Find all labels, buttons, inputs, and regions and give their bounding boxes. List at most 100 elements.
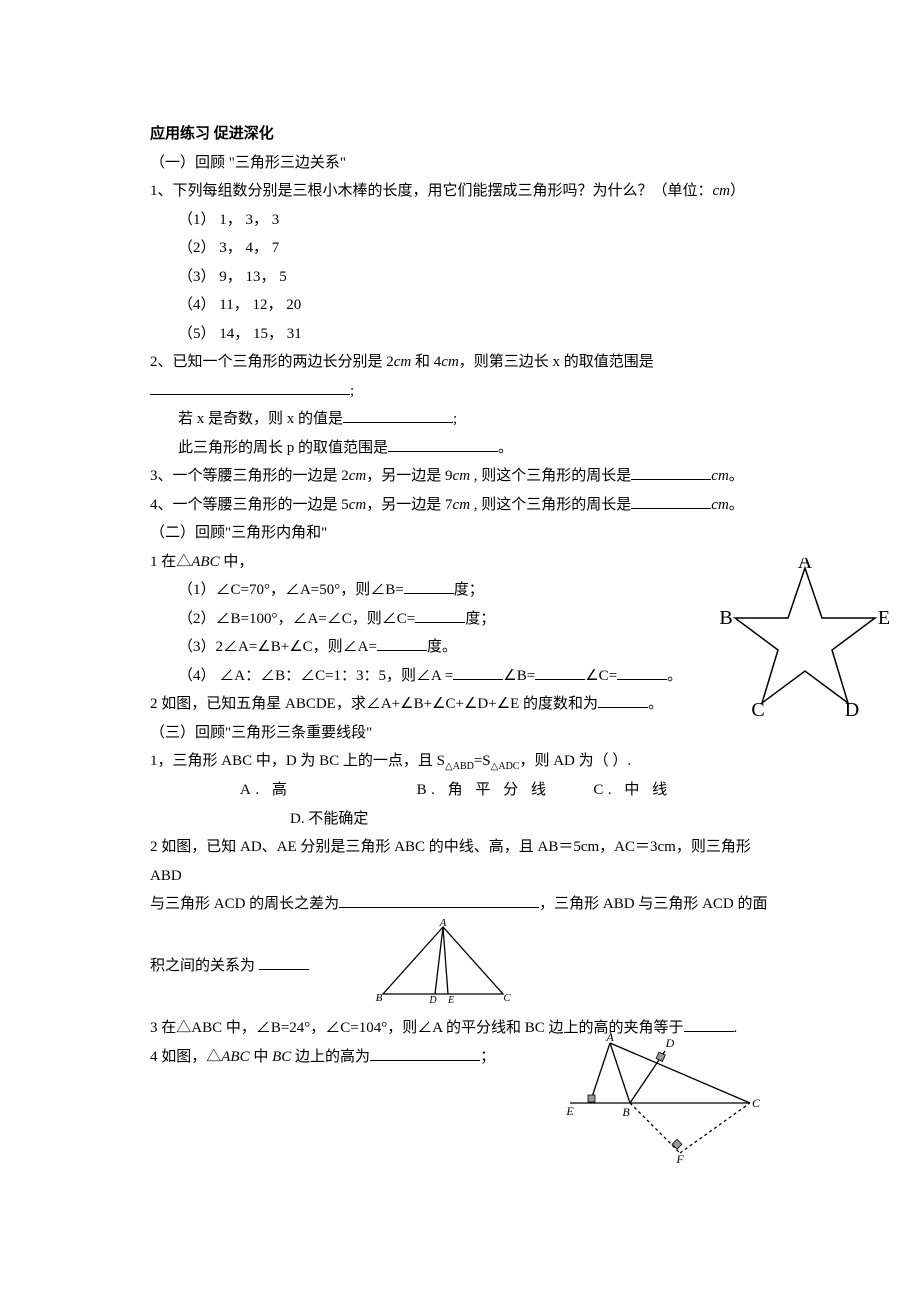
section-3-heading: （三）回顾"三角形三条重要线段" [150,719,770,748]
q1-item-2: （2） 3， 4， 7 [150,234,770,263]
s3q2d: 积之间的关系为 [150,958,259,974]
section-1-heading: （一）回顾 "三角形三边关系" [150,149,770,178]
tri1-e: E [446,995,453,1004]
q2-l1b: 和 4 [411,354,441,370]
q3cm2: cm [453,468,471,484]
s3q1-sub2: △ADC [491,761,520,772]
s2i2-blank [415,607,465,623]
q2-blank2 [343,407,453,423]
s2i4-b1 [453,664,503,680]
s3q4-blank [370,1045,480,1061]
q4-blank [631,493,711,509]
q1-item-4: （4） 11， 12， 20 [150,291,770,320]
s2i1a: （1）∠C=70°，∠A=50°，则∠B= [178,582,404,598]
q2-cm2: cm [441,354,459,370]
q2-line1: 2、已知一个三角形的两边长分别是 2cm 和 4cm，则第三边长 x 的取值范围… [150,348,770,405]
page-header: 应用练习 促进深化 [150,120,770,149]
q3end: 。 [729,468,744,484]
s3q2b: 与三角形 ACD 的周长之差为 [150,896,339,912]
q3b: ，另一边是 9 [366,468,452,484]
s2i4b: ∠B= [503,668,535,684]
s3q1b: =S [474,753,491,769]
s3q1c: ，则 AD 为（ ）. [519,753,631,769]
q2-l1end: ; [350,383,354,399]
q1-end: ） [730,183,745,199]
s2i1-blank [404,578,454,594]
star-label-e: E [878,607,890,629]
s2i4d: 。 [667,668,682,684]
s2i4-b2 [535,664,585,680]
q4a: 4、一个等腰三角形的一边是 5 [150,497,349,513]
option-b: B. 角 平 分 线 [417,776,594,805]
q3: 3、一个等腰三角形的一边是 2cm，另一边是 9cm , 则这个三角形的周长是c… [150,462,770,491]
q2-cm1: cm [394,354,412,370]
triangle-1-figure: A B C D E [373,919,513,1015]
s2i4-b3 [617,664,667,680]
s2-q1-i4: （4） ∠A：∠B：∠C=1：3：5，则∠A = ∠B= ∠C= 。 [150,662,770,691]
q4b: ，另一边是 7 [366,497,452,513]
tri1-a: A [438,919,446,929]
s3q3b: . [734,1020,738,1036]
s3q3-blank [684,1016,734,1032]
s3-q2-line3: 积之间的关系为 A B C D E [150,919,770,1015]
q2-l2end: ; [453,411,457,427]
q4unit: cm [711,497,729,513]
s3q4b: ； [480,1049,495,1065]
s2i2b: 度； [465,611,495,627]
s2-q1-intro-a: 1 在△ [150,554,191,570]
q2-blank1 [150,379,350,395]
s3-q2-line2: 与三角形 ACD 的周长之差为 ，三角形 ABD 与三角形 ACD 的面 [150,890,770,919]
s2i3a: （3）2∠A=∠B+∠C，则∠A= [178,639,377,655]
q2-line2: 若 x 是奇数，则 x 的值是; [150,405,770,434]
s3q1a: 1，三角形 ABC 中，D 为 BC 上的一点，且 S [150,753,445,769]
q4cm1: cm [349,497,367,513]
q2-l3end: 。 [498,440,513,456]
q3-blank [631,464,711,480]
tri1-b: B [375,992,382,1004]
q1-item-1: （1） 1， 3， 3 [150,206,770,235]
q3a: 3、一个等腰三角形的一边是 2 [150,468,349,484]
s3q3a: 3 在△ABC 中，∠B=24°，∠C=104°，则∠A 的平分线和 BC 边上… [150,1020,684,1036]
s2q2-blank [598,692,648,708]
star-label-a: A [798,558,813,573]
tri2-c: C [752,1096,760,1110]
s2-q1-i2: （2）∠B=100°，∠A=∠C，则∠C=度； [150,605,770,634]
s2i1b: 度； [454,582,484,598]
q2-l1c: ，则第三边长 x 的取值范围是 [459,354,654,370]
star-label-d: D [845,699,859,721]
section-2-heading: （二）回顾"三角形内角和" [150,519,770,548]
star-figure: A B E C D [720,558,890,739]
q2-l2a: 若 x 是奇数，则 x 的值是 [178,411,343,427]
q4end: 。 [729,497,744,513]
s2-q1-i3: （3）2∠A=∠B+∠C，则∠A= 度。 [150,633,770,662]
s3-q3: 3 在△ABC 中，∠B=24°，∠C=104°，则∠A 的平分线和 BC 边上… [150,1014,770,1043]
s2-q1-i1: （1）∠C=70°，∠A=50°，则∠B= 度； [150,576,770,605]
option-a: A. 高 [240,776,417,805]
tri1-c: C [503,992,511,1004]
s2q2a: 2 如图，已知五角星 ABCDE，求∠A+∠B+∠C+∠D+∠E 的度数和为 [150,696,598,712]
s2i4c: ∠C= [585,668,617,684]
s2i4a: （4） ∠A：∠B：∠C=1：3：5，则∠A = [178,668,453,684]
s2-q1-intro: 1 在△ABC 中， [150,548,770,577]
s2i3-blank [377,635,427,651]
option-c: C. 中 线 [593,776,770,805]
q4: 4、一个等腰三角形的一边是 5cm，另一边是 7cm , 则这个三角形的周长是c… [150,491,770,520]
q3c: , 则这个三角形的周长是 [470,468,631,484]
q2-line3: 此三角形的周长 p 的取值范围是。 [150,434,770,463]
s3-q4: 4 如图，△ABC 中 BC 边上的高为； A D E B C F [150,1043,770,1072]
q4cm2: cm [453,497,471,513]
q2-l1a: 2、已知一个三角形的两边长分别是 2 [150,354,394,370]
q1-item-3: （3） 9， 13， 5 [150,263,770,292]
s3q4a: 4 如图，△ABC 中 BC 边上的高为 [150,1049,370,1065]
q2-blank3 [388,436,498,452]
q1-stem: 1、下列每组数分别是三根小木棒的长度，用它们能摆成三角形吗？为什么？（单位：cm… [150,177,770,206]
s3-q1: 1，三角形 ABC 中，D 为 BC 上的一点，且 S△ABD=S△ADC，则 … [150,747,770,776]
s3-q1-options: A. 高 B. 角 平 分 线 C. 中 线 [150,776,770,805]
q3cm1: cm [349,468,367,484]
s2i3b: 度。 [427,639,457,655]
s3q2c: ，三角形 ABD 与三角形 ACD 的面 [539,896,767,912]
star-label-b: B [720,607,733,629]
s2-abc: ABC [191,554,219,570]
q1-text: 1、下列每组数分别是三根小木棒的长度，用它们能摆成三角形吗？为什么？（单位： [150,183,713,199]
tri2-f: F [675,1152,684,1163]
